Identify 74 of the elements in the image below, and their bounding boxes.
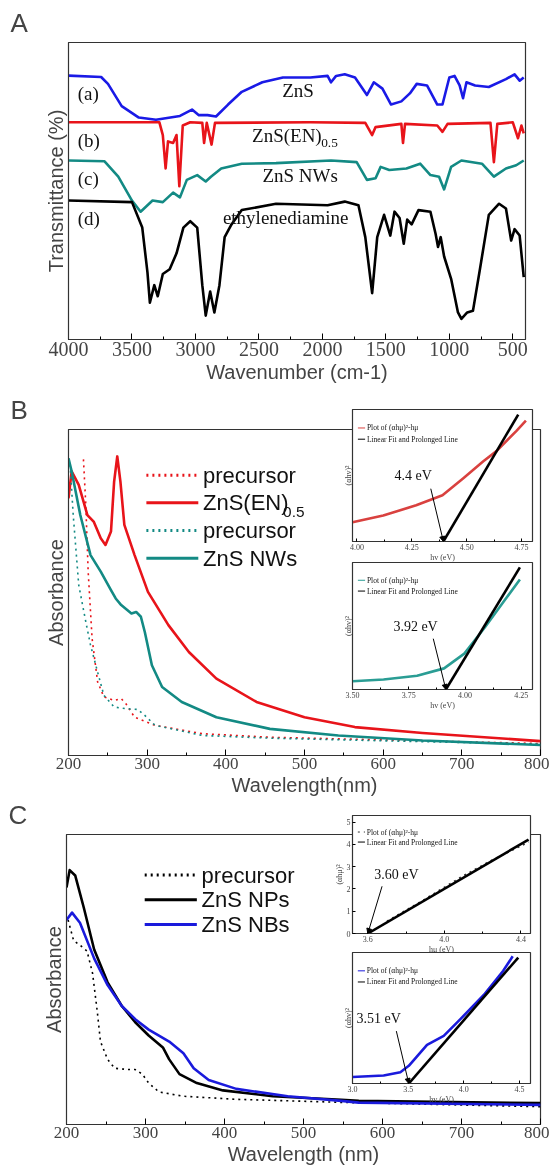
x-axis-title: Wavenumber (cm-1) <box>206 360 388 383</box>
x-tick-label: 400 <box>213 753 239 773</box>
x-tick-label: 4.25 <box>404 542 419 552</box>
legend-label: precursor <box>203 518 296 544</box>
x-tick-label: 700 <box>449 753 475 773</box>
y-axis-title: Absorbance <box>44 539 67 646</box>
x-tick-label: 3.5 <box>403 1084 414 1094</box>
x-tick-label: 400 <box>211 1122 238 1142</box>
chart-title: A <box>10 7 29 38</box>
chart-title: C <box>8 799 28 830</box>
annotation: (c) <box>77 167 99 190</box>
y-tick-label: 2 <box>346 884 351 894</box>
x-tick-label: 500 <box>291 753 318 773</box>
x-tick-label: 4.00 <box>458 690 472 700</box>
x-tick-label: 4.00 <box>349 542 364 552</box>
x-tick-label: 4.50 <box>459 542 474 552</box>
x-tick-label: 3.0 <box>347 1084 358 1094</box>
x-tick-label: 4.25 <box>514 690 529 700</box>
x-tick-label: 800 <box>524 1122 549 1142</box>
legend-label: ZnS NBs <box>201 911 290 937</box>
x-axis-title: Wavelength (nm) <box>227 1142 380 1165</box>
y-tick-label: 4 <box>346 840 351 850</box>
y-axis-title: (αhv)² <box>343 1007 353 1028</box>
x-tick-label: 1000 <box>429 337 470 360</box>
annotation: 4.4 eV <box>394 468 432 483</box>
x-tick-label: 300 <box>134 753 160 773</box>
annotation: 3.92 eV <box>393 618 438 634</box>
x-tick-label: 3.75 <box>401 690 416 700</box>
x-tick-label: 600 <box>370 753 396 773</box>
x-tick-label: 200 <box>55 753 82 773</box>
x-tick-label: 4000 <box>48 337 89 360</box>
annotation: (b) <box>77 129 100 152</box>
x-axis-title: Wavelength(nm) <box>231 773 378 796</box>
legend-label: precursor <box>203 462 296 488</box>
x-tick-label: 3500 <box>111 337 152 360</box>
x-tick-label: 4.75 <box>514 542 529 552</box>
y-axis-title: Transmittance (%) <box>44 109 67 273</box>
x-tick-label: 200 <box>53 1122 80 1142</box>
annotation: 3.60 eV <box>374 867 419 882</box>
legend-label: precursor <box>201 862 295 888</box>
x-tick-label: 2500 <box>238 337 279 360</box>
annotation: 3.51 eV <box>356 1010 401 1026</box>
x-tick-label: 800 <box>524 753 549 773</box>
x-tick-label: 600 <box>369 1122 396 1142</box>
y-axis-title: (αhμ)² <box>334 863 344 885</box>
x-tick-label: 500 <box>497 337 528 360</box>
series-label: ZnS NWs <box>262 165 338 187</box>
y-axis-title: Absorbance <box>42 926 65 1033</box>
x-tick-label: 3.50 <box>345 690 360 700</box>
y-axis-title: (αhv)² <box>343 615 353 636</box>
x-tick-label: 500 <box>290 1122 317 1142</box>
series-label: ZnS <box>282 80 314 102</box>
x-tick-label: 700 <box>448 1122 475 1142</box>
y-axis-title: (αhv)² <box>343 464 353 486</box>
x-tick-label: 4.0 <box>458 1084 469 1094</box>
x-tick-label: 2000 <box>302 337 343 360</box>
x-tick-label: 4.5 <box>514 1084 525 1094</box>
chart-title: B <box>10 394 28 425</box>
y-tick-label: 5 <box>346 818 351 828</box>
y-tick-label: 1 <box>346 907 351 917</box>
x-axis-title: hv (eV) <box>430 552 456 562</box>
annotation: (a) <box>77 82 99 105</box>
y-tick-label: 0 <box>346 929 351 939</box>
legend-label: ZnS NPs <box>201 887 290 913</box>
legend-label: ZnS NWs <box>203 545 298 571</box>
x-tick-label: 1500 <box>365 337 406 360</box>
y-tick-label: 3 <box>346 862 351 872</box>
x-tick-label: 3.6 <box>362 934 373 944</box>
x-axis-title: hv (eV) <box>430 700 456 710</box>
annotation: (d) <box>77 207 100 230</box>
x-tick-label: 4.0 <box>439 934 450 944</box>
x-tick-label: 300 <box>132 1122 159 1142</box>
x-tick-label: 4.4 <box>515 934 526 944</box>
x-tick-label: 3000 <box>175 337 216 360</box>
